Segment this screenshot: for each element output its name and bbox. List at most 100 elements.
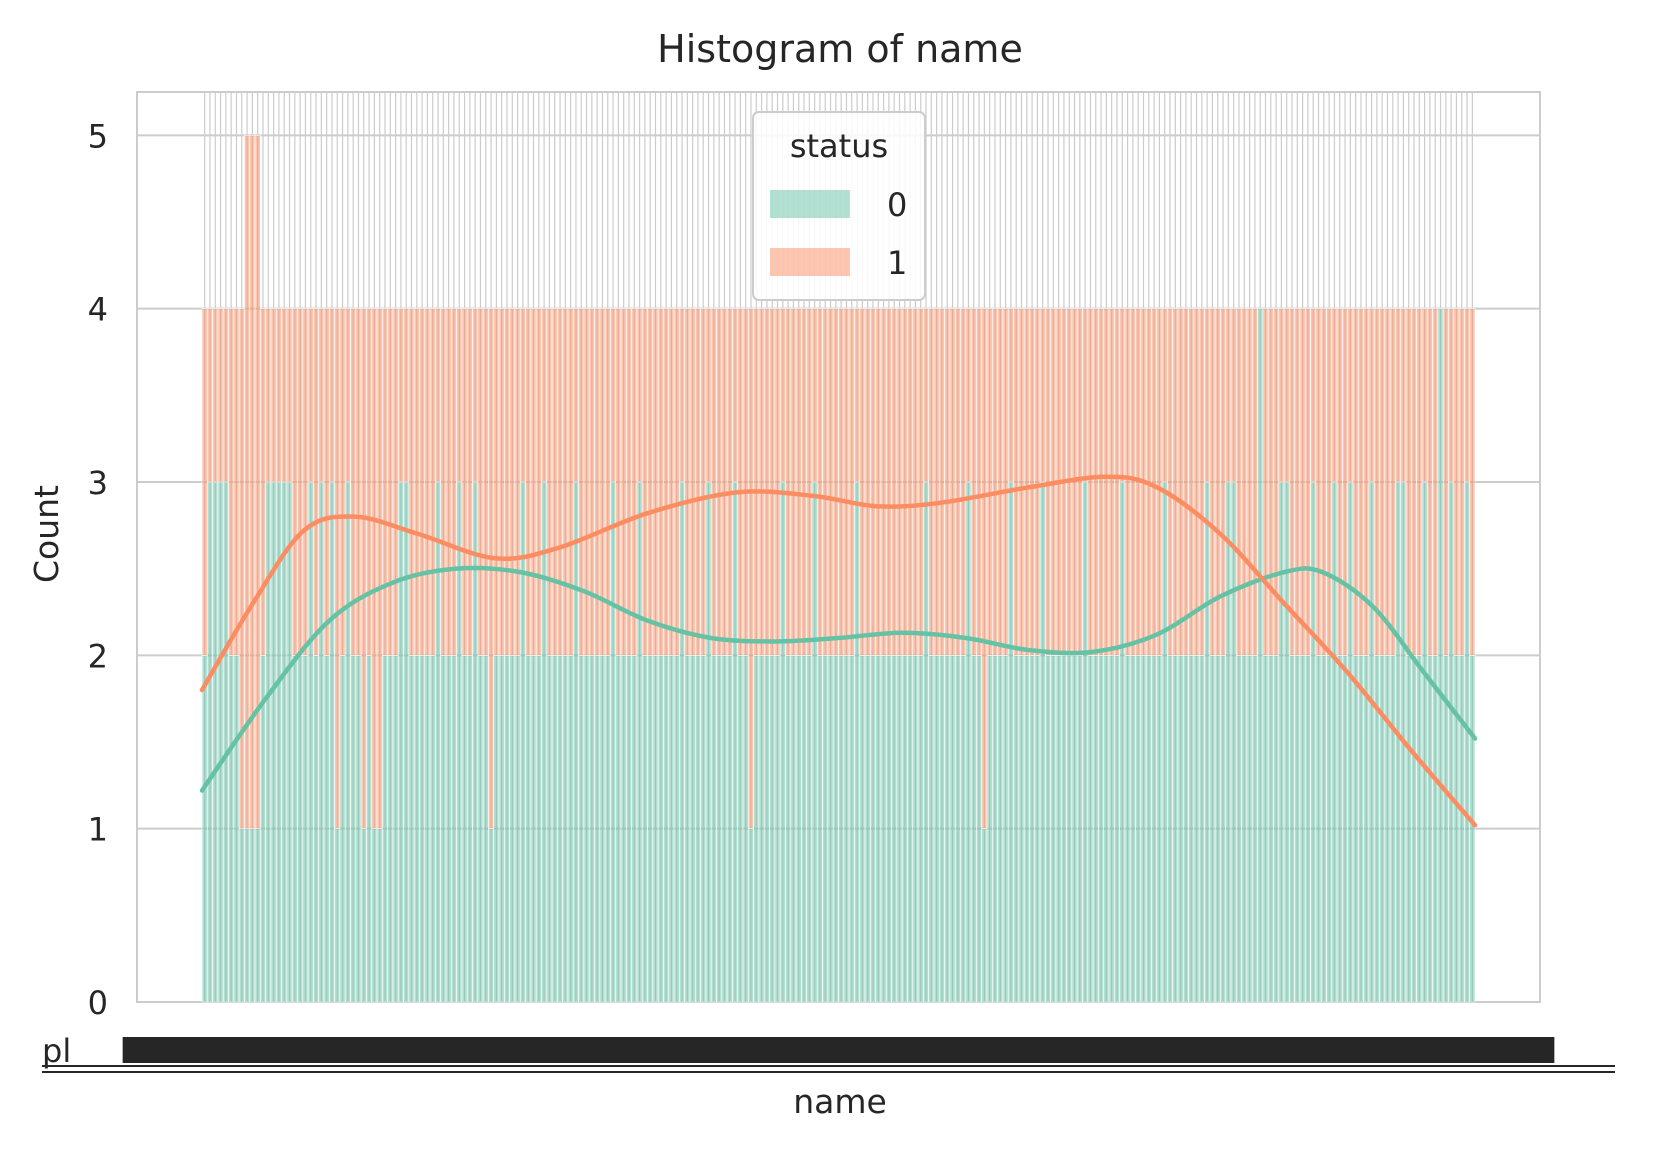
bar-status-0 xyxy=(1018,655,1025,1003)
bar-status-1 xyxy=(1092,308,1099,656)
bar-status-1 xyxy=(684,308,691,656)
bar-status-0 xyxy=(1002,655,1009,1003)
bar-status-0 xyxy=(1013,655,1020,1003)
bar-status-0 xyxy=(328,481,335,1003)
bar-status-1 xyxy=(1039,308,1046,483)
bar-status-1 xyxy=(254,135,261,829)
bar-status-0 xyxy=(445,655,452,1003)
bar-status-1 xyxy=(1358,308,1364,656)
bar-status-0 xyxy=(1129,655,1136,1003)
bar-status-0 xyxy=(1140,655,1147,1003)
bar-status-0 xyxy=(1198,655,1205,1003)
bar-status-1 xyxy=(482,308,489,656)
bar-status-0 xyxy=(1283,481,1290,1003)
x-axis-label: name xyxy=(793,1082,887,1121)
bar-status-0 xyxy=(700,655,707,1003)
bar-status-1 xyxy=(870,308,876,656)
bar-status-0 xyxy=(440,655,447,1003)
bar-status-0 xyxy=(811,481,818,1003)
bar-status-1 xyxy=(397,308,404,483)
bar-status-1 xyxy=(790,308,797,656)
bar-status-1 xyxy=(933,308,940,656)
bar-status-0 xyxy=(291,655,298,1003)
y-tick-label: 1 xyxy=(88,811,108,849)
bar-status-1 xyxy=(583,308,590,656)
bar-status-0 xyxy=(806,655,813,1003)
bar-status-1 xyxy=(1320,308,1327,656)
bar-status-0 xyxy=(838,655,845,1003)
bar-status-0 xyxy=(1442,655,1449,1003)
bar-status-1 xyxy=(1103,308,1110,656)
bar-status-0 xyxy=(795,655,802,1003)
bar-status-0 xyxy=(466,655,473,1003)
bar-status-0 xyxy=(339,655,346,1003)
bar-status-1 xyxy=(1336,308,1343,656)
bar-status-1 xyxy=(657,308,664,656)
bar-status-0 xyxy=(779,481,786,1003)
bar-status-0 xyxy=(1029,655,1036,1003)
bar-status-1 xyxy=(360,308,367,829)
bar-status-0 xyxy=(307,481,314,1003)
bar-status-0 xyxy=(1209,655,1216,1003)
bar-status-1 xyxy=(1013,308,1020,656)
bar-status-1 xyxy=(1421,308,1428,483)
bar-status-1 xyxy=(779,308,786,483)
bar-status-1 xyxy=(774,308,781,656)
bar-status-0 xyxy=(827,655,834,1003)
bar-status-1 xyxy=(689,308,696,656)
bar-status-0 xyxy=(663,655,670,1003)
bar-status-1 xyxy=(1464,308,1470,483)
bar-status-1 xyxy=(387,308,394,656)
bar-status-1 xyxy=(1076,308,1083,656)
bar-status-0 xyxy=(652,655,659,1003)
bar-status-1 xyxy=(912,308,919,656)
bar-status-0 xyxy=(1188,655,1195,1003)
bar-status-0 xyxy=(1352,655,1359,1003)
bar-status-0 xyxy=(366,655,373,1003)
bar-status-0 xyxy=(551,655,558,1003)
bar-status-0 xyxy=(1336,655,1343,1003)
bar-status-1 xyxy=(450,308,457,656)
bar-status-0 xyxy=(1326,655,1333,1003)
bar-status-0 xyxy=(689,655,696,1003)
bar-status-1 xyxy=(307,308,314,483)
bar-status-1 xyxy=(901,308,908,656)
bar-status-0 xyxy=(928,655,935,1003)
bar-status-0 xyxy=(286,481,293,1003)
bar-status-1 xyxy=(1442,308,1449,656)
bar-status-1 xyxy=(1018,308,1025,656)
bar-status-1 xyxy=(339,308,346,656)
bar-status-1 xyxy=(1395,308,1402,483)
bar-status-1 xyxy=(859,308,866,656)
bar-status-1 xyxy=(1188,308,1195,656)
bar-status-0 xyxy=(626,655,632,1003)
bar-status-0 xyxy=(1347,481,1354,1003)
bar-status-0 xyxy=(1241,655,1248,1003)
y-tick-label: 5 xyxy=(88,117,108,155)
bar-status-1 xyxy=(626,308,632,656)
bar-status-0 xyxy=(567,655,574,1003)
bar-status-1 xyxy=(286,308,293,483)
bar-status-0 xyxy=(599,655,606,1003)
bar-status-0 xyxy=(1405,655,1412,1003)
legend-label-0: 0 xyxy=(887,186,907,224)
bar-status-0 xyxy=(880,655,887,1003)
bar-status-1 xyxy=(652,308,659,656)
bar-status-0 xyxy=(970,655,977,1003)
bar-status-0 xyxy=(1384,655,1391,1003)
legend-swatch-1 xyxy=(770,248,850,276)
bar-status-0 xyxy=(1087,655,1094,1003)
bar-status-0 xyxy=(641,655,648,1003)
bar-status-0 xyxy=(1448,481,1455,1003)
bar-status-1 xyxy=(758,308,765,656)
bar-status-1 xyxy=(742,308,749,656)
bar-status-1 xyxy=(440,308,447,656)
bar-status-1 xyxy=(1193,308,1200,656)
bar-status-1 xyxy=(970,308,977,656)
chart-title: Histogram of name xyxy=(657,27,1023,71)
bar-status-1 xyxy=(721,308,728,656)
bar-status-1 xyxy=(1108,308,1115,656)
bar-status-0 xyxy=(1262,655,1269,1003)
bar-status-1 xyxy=(1416,308,1423,656)
bar-status-0 xyxy=(870,655,876,1003)
